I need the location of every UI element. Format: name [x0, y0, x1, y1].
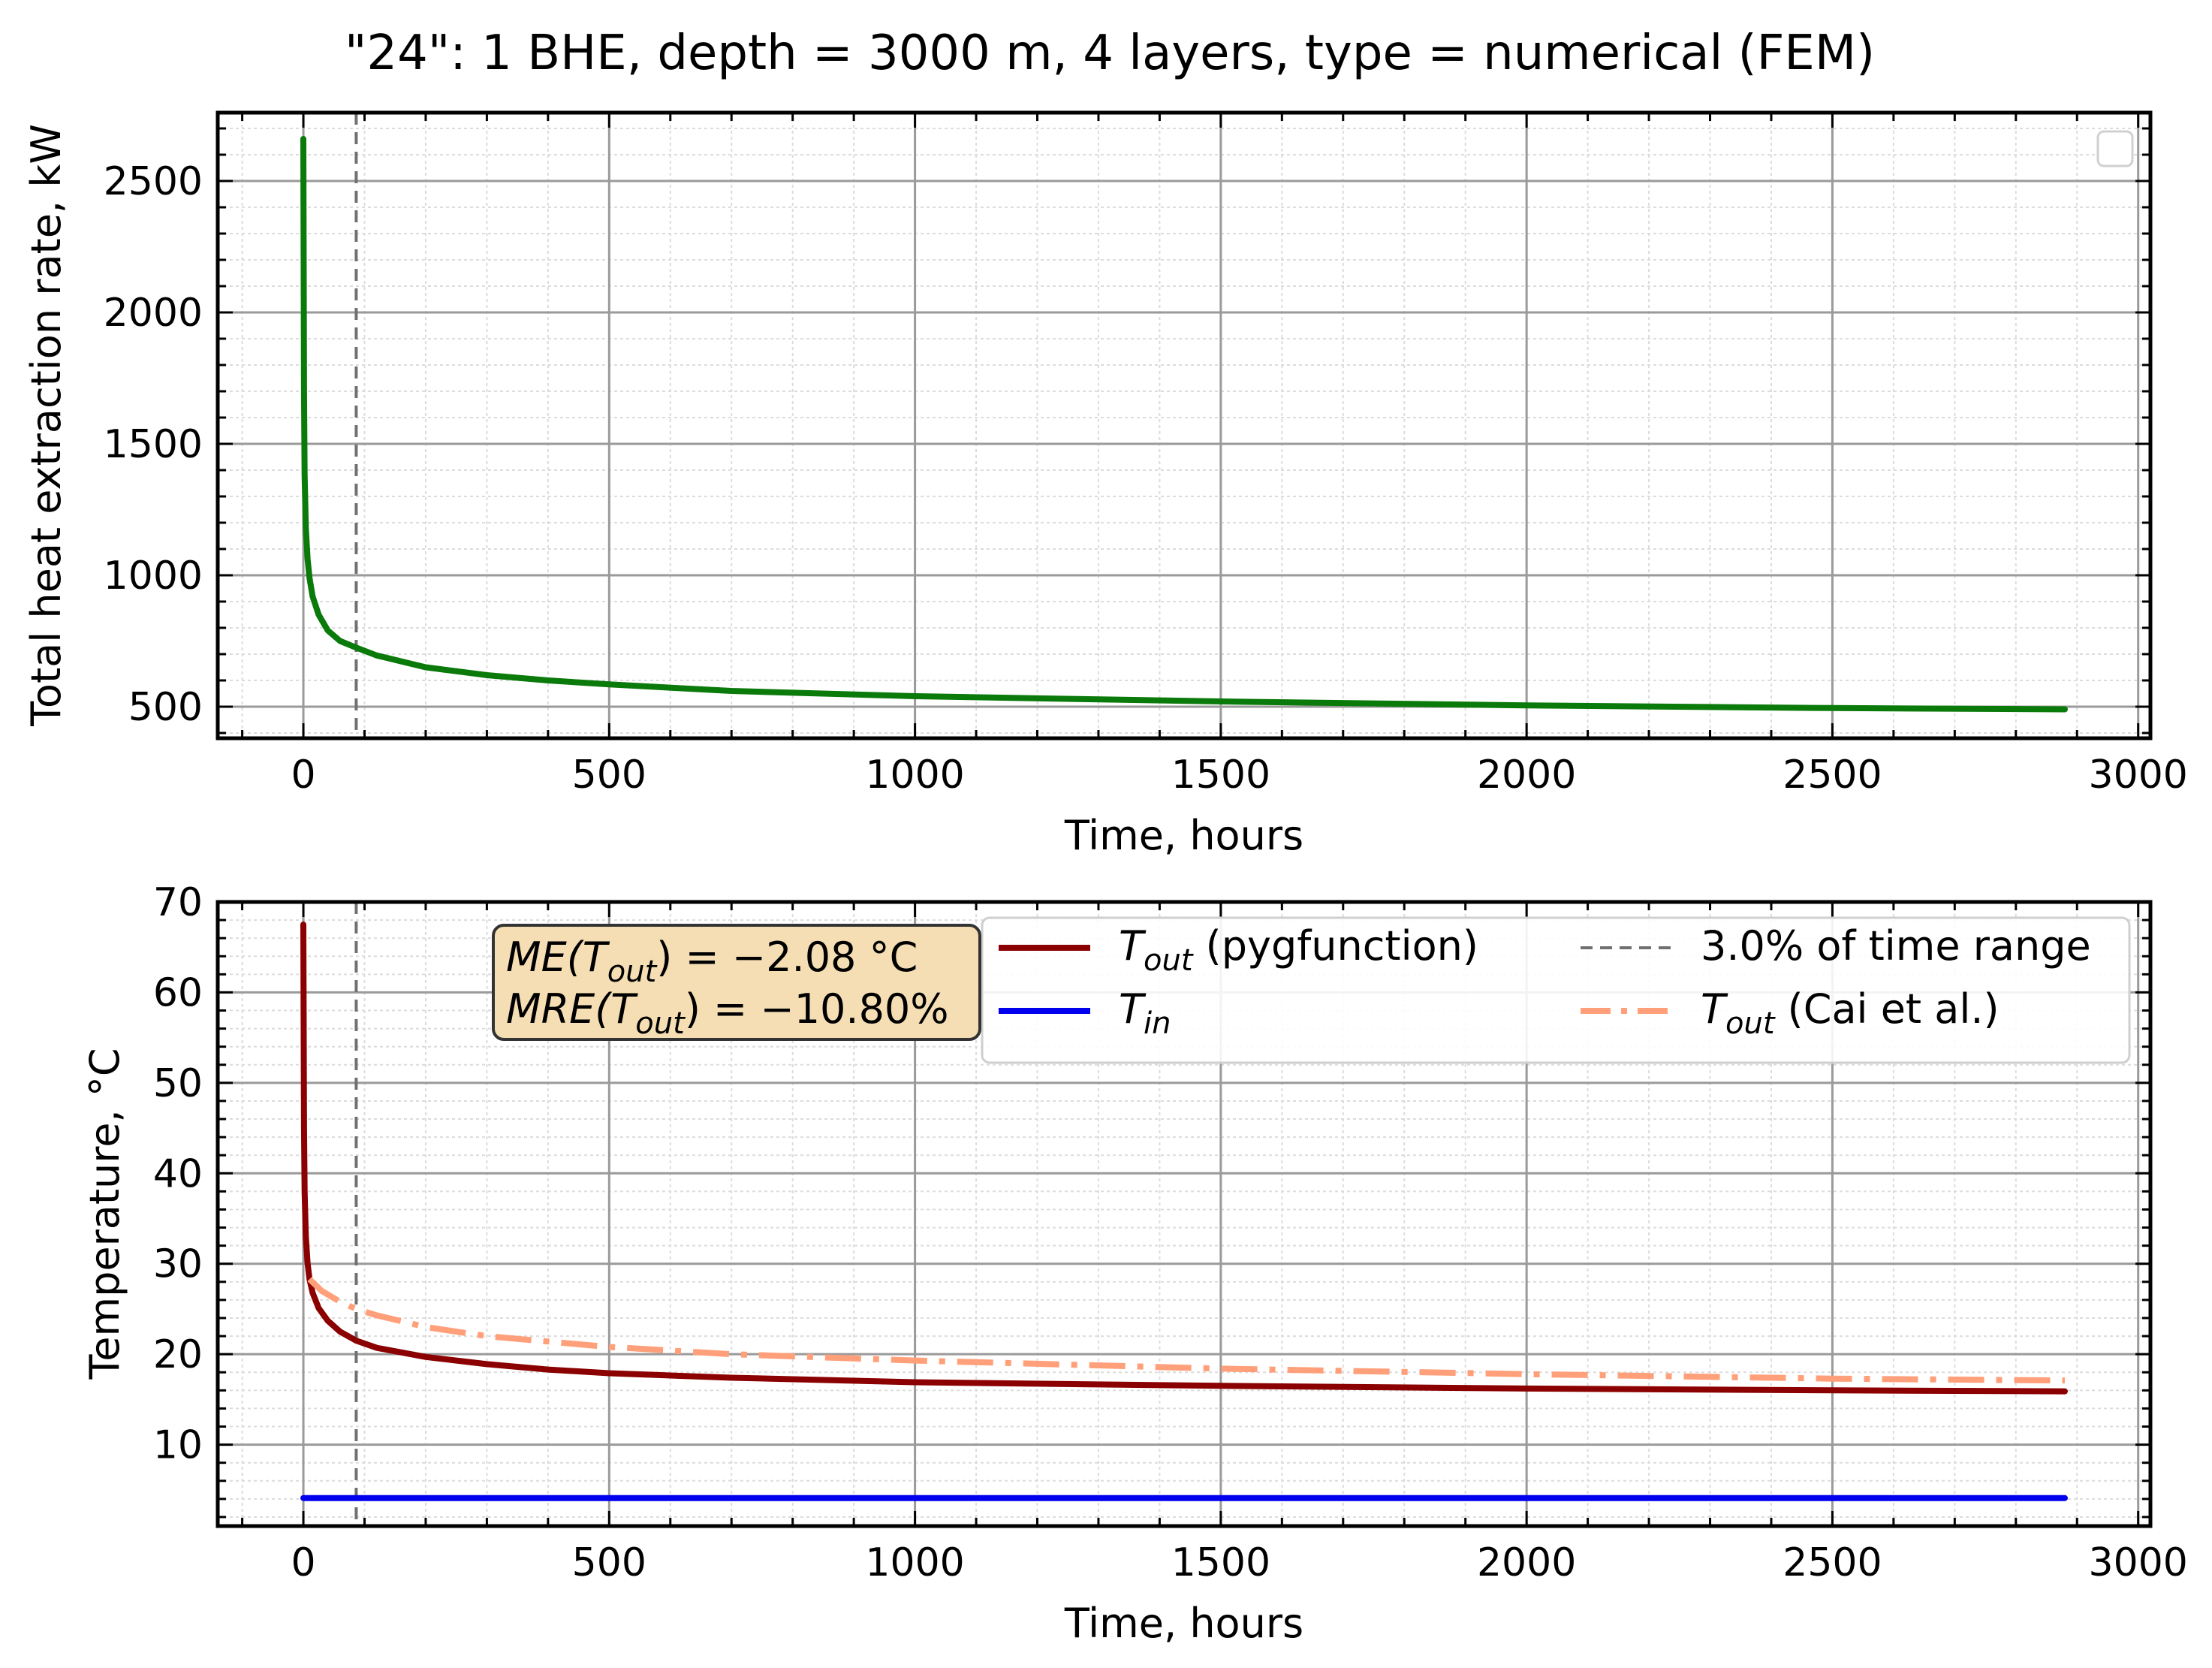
x-tick-label: 0 — [291, 1540, 315, 1585]
x-tick-label: 2000 — [1477, 753, 1576, 798]
x-tick-label: 1000 — [865, 1540, 964, 1585]
y-tick-label: 70 — [153, 880, 203, 925]
y-axis-label: Temperature, °C — [81, 1048, 128, 1380]
y-tick-label: 30 — [153, 1242, 203, 1287]
temperature-chart: 0 500 1000 1500 2000 2500 3000 10 20 30 40 50 60 70 Ti… — [81, 880, 2188, 1647]
y-tick-label: 50 — [153, 1061, 203, 1106]
x-axis-label: Time, hours — [1064, 812, 1303, 859]
legend-box — [981, 916, 2131, 1064]
legend-label-3: Tout (Cai et al.) — [1701, 985, 2000, 1041]
x-tick-label: 2000 — [1477, 1540, 1576, 1585]
y-tick-label: 1000 — [104, 553, 203, 599]
annotation-me: ME(Tout) = −2.08 °C — [506, 934, 918, 989]
y-tick-label: 10 — [153, 1423, 203, 1468]
figure-title: "24": 1 BHE, depth = 3000 m, 4 layers, t… — [345, 26, 1875, 81]
y-tick-label: 500 — [128, 685, 203, 730]
x-tick-label: 1000 — [865, 753, 964, 798]
y-tick-label: 2000 — [104, 291, 203, 336]
y-tick-label: 40 — [153, 1151, 203, 1196]
x-tick-label: 2500 — [1783, 1540, 1882, 1585]
legend: Tout (pygfunction) Tin 3.0% of time range T… — [981, 916, 2131, 1064]
annotation-box — [492, 924, 981, 1041]
annotation-mre: MRE(Tout) = −10.80% — [506, 985, 949, 1041]
y-tick-label: 2500 — [104, 159, 203, 204]
legend-label-1: Tin — [1119, 985, 1171, 1041]
y-axis-label: Total heat extraction rate, kW — [23, 124, 70, 727]
x-tick-label: 1500 — [1171, 753, 1270, 798]
y-tick-label: 1500 — [104, 422, 203, 467]
series-line-2 — [307, 1277, 2066, 1384]
plot-frame — [215, 110, 2153, 740]
x-tick-label: 3000 — [2089, 1540, 2188, 1585]
series-line-0 — [300, 136, 2068, 713]
x-tick-label: 2500 — [1783, 753, 1882, 798]
x-tick-label: 500 — [572, 1540, 646, 1585]
x-tick-label: 0 — [291, 753, 315, 798]
x-tick-label: 1500 — [1171, 1540, 1270, 1585]
empty-legend-box — [2096, 130, 2134, 167]
legend-label-2: 3.0% of time range — [1701, 922, 2091, 970]
y-tick-label: 20 — [153, 1332, 203, 1377]
plot-frame — [215, 900, 2153, 1528]
legend-label-0: Tout (pygfunction) — [1119, 922, 1478, 978]
series-line-0 — [300, 921, 2068, 1395]
x-axis-label: Time, hours — [1064, 1600, 1303, 1647]
y-tick-label: 60 — [153, 970, 203, 1015]
heat-extraction-chart: 0 500 1000 1500 2000 2500 3000 500 1000 1500 2000 2… — [23, 110, 2188, 859]
x-tick-label: 500 — [572, 753, 646, 798]
x-tick-label: 3000 — [2089, 753, 2188, 798]
